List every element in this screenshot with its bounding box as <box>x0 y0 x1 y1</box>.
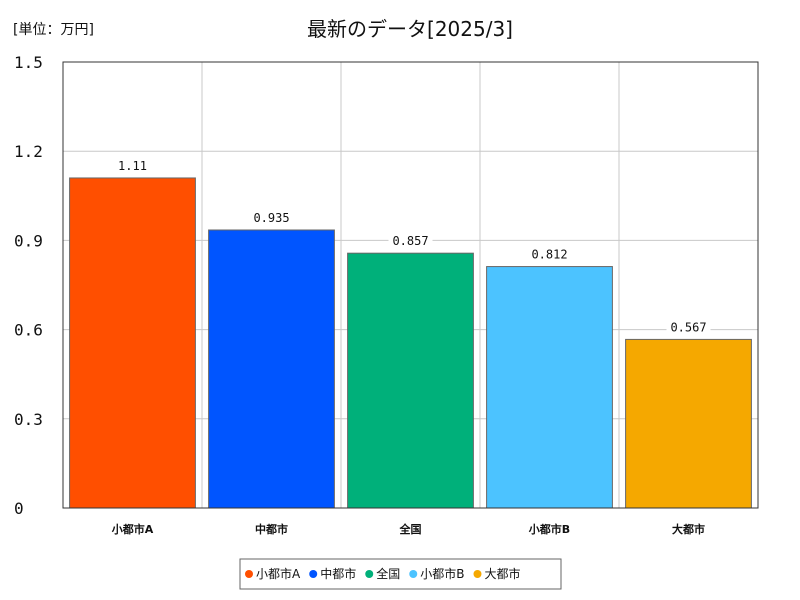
legend-marker <box>365 570 374 578</box>
legend-label: 小都市B <box>420 566 464 581</box>
data-label-background <box>249 209 294 225</box>
data-label: 0.857 <box>392 234 428 248</box>
legend-marker <box>245 570 253 578</box>
y-tick-label: 0 <box>14 499 24 518</box>
legend-marker <box>409 570 418 578</box>
legend-box <box>239 558 562 590</box>
data-label-background <box>666 319 711 335</box>
y-tick-label: 1.5 <box>14 53 43 72</box>
legend-label: 大都市 <box>484 566 520 581</box>
x-tick-label: 全国 <box>399 522 422 536</box>
bar <box>347 252 474 509</box>
x-tick-label: 小都市B <box>528 522 570 536</box>
chart-title: 最新のデータ[2025/3] <box>307 17 513 41</box>
data-label-background <box>527 246 572 262</box>
data-label-background <box>388 233 433 249</box>
y-tick-label: 0.6 <box>14 321 43 340</box>
data-labels: 1.11 0.935 0.857 0.812 0.567 <box>110 157 711 335</box>
y-tick-label: 0.3 <box>14 410 43 429</box>
data-label: 0.935 <box>253 211 289 225</box>
legend-label: 小都市A <box>256 566 301 581</box>
y-tick-label: 0.9 <box>14 231 43 250</box>
data-label-background <box>110 157 155 173</box>
legend: 小都市A 中都市 全国 小都市B 大都市 <box>239 558 562 590</box>
legend-marker <box>473 570 482 578</box>
bar <box>208 229 335 509</box>
x-tick-label: 大都市 <box>672 522 705 536</box>
unit-label: [単位：万円] <box>13 22 94 38</box>
plot-frame <box>62 61 759 509</box>
bars <box>69 177 752 509</box>
y-tick-label: 1.2 <box>14 142 43 161</box>
data-label: 0.812 <box>531 248 567 262</box>
x-axis-ticks: 小都市A 中都市 全国 小都市B 大都市 <box>111 522 705 536</box>
data-label: 0.567 <box>670 320 706 334</box>
y-axis-ticks: 0 0.3 0.6 0.9 1.2 1.5 <box>14 53 43 518</box>
legend-label: 中都市 <box>320 566 356 581</box>
data-label: 1.11 <box>118 159 147 173</box>
legend-marker <box>309 570 318 578</box>
bar <box>625 338 752 509</box>
bar <box>69 177 196 509</box>
x-tick-label: 小都市A <box>111 522 154 536</box>
x-tick-label: 中都市 <box>255 522 288 536</box>
legend-label: 全国 <box>376 566 400 581</box>
bar <box>486 266 613 509</box>
